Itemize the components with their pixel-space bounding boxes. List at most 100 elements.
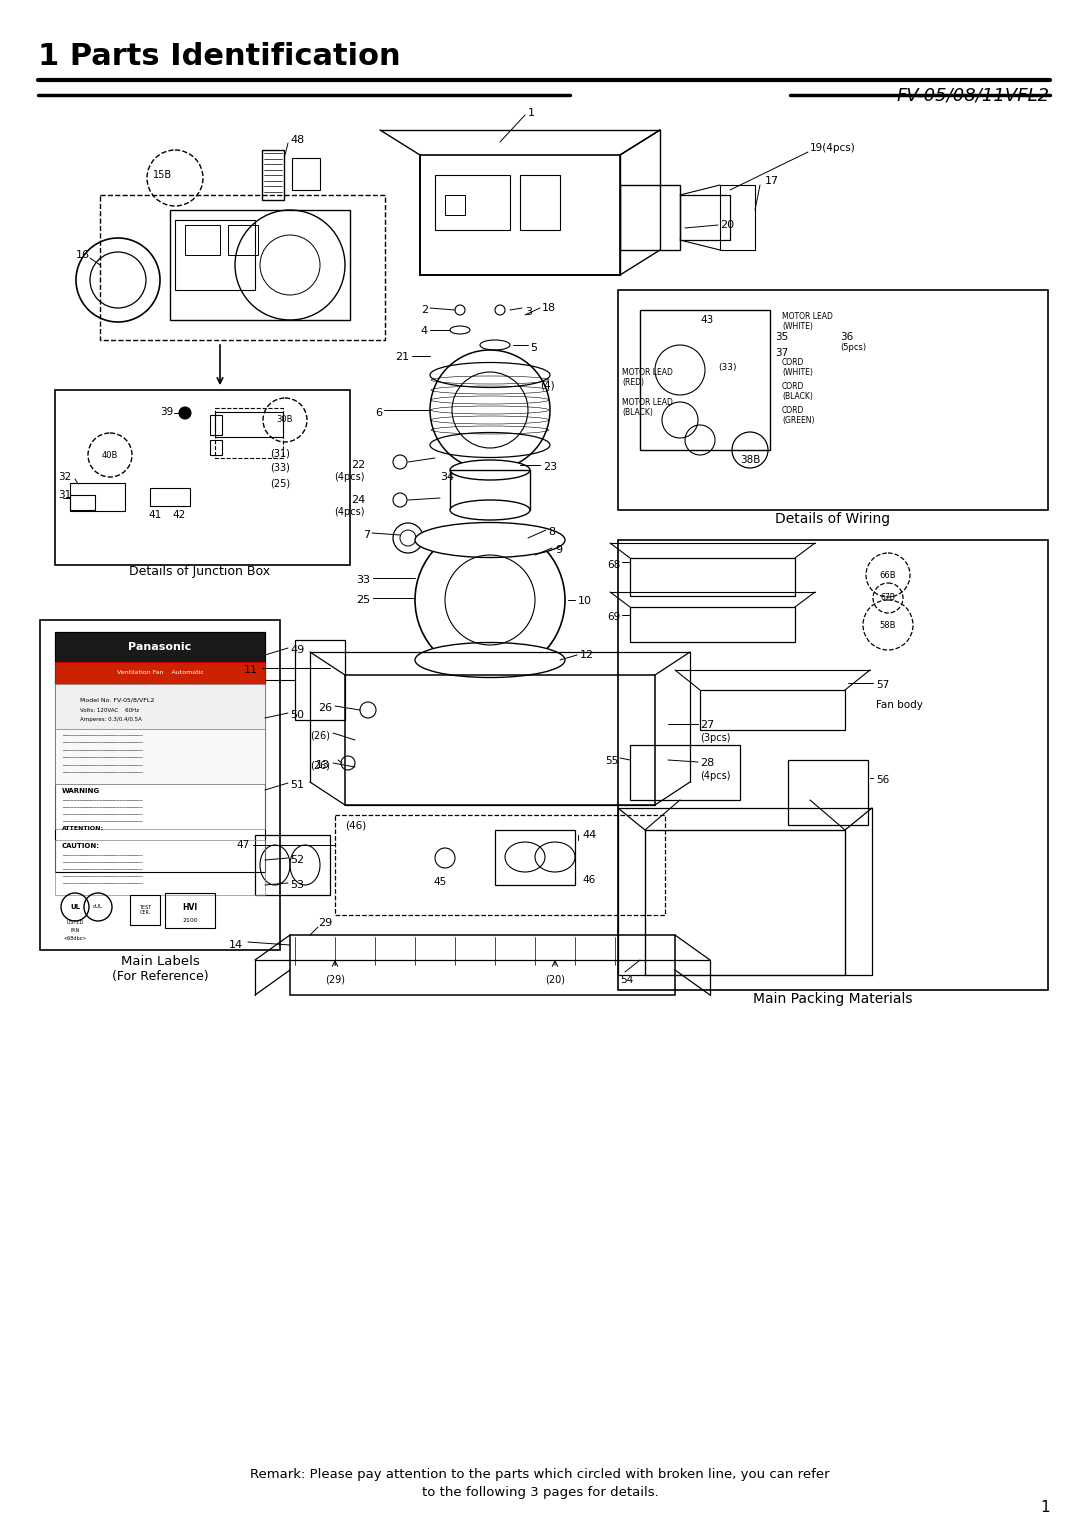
Text: 53: 53 [291,880,303,890]
Text: Remark: Please pay attention to the parts which circled with broken line, you ca: Remark: Please pay attention to the part… [251,1467,829,1481]
Bar [292,157,320,189]
Text: CORD: CORD [782,357,805,366]
Text: 10: 10 [578,596,592,606]
Bar [720,185,755,250]
Text: (46): (46) [345,820,366,831]
Bar [291,935,675,996]
Text: Ventilation Fan    Automatic: Ventilation Fan Automatic [117,670,203,675]
Bar [55,389,350,565]
Bar [210,415,222,435]
Bar [645,831,845,976]
Text: 29: 29 [318,918,333,928]
Bar [295,640,345,721]
Text: (RED): (RED) [622,379,644,386]
Bar [420,156,620,275]
Text: CORD: CORD [782,382,805,391]
Text: 4: 4 [421,325,428,336]
Text: Details of Junction Box: Details of Junction Box [130,565,271,579]
Bar [445,195,465,215]
Text: ────────────────────────────: ──────────────────────────── [62,811,143,815]
Text: 47: 47 [237,840,249,851]
Bar [450,470,530,510]
Bar [55,663,265,684]
Text: 19(4pcs): 19(4pcs) [810,144,855,153]
Text: 17: 17 [765,176,779,186]
Text: (4pcs): (4pcs) [700,771,730,780]
Text: FV-05/08/11VFL2: FV-05/08/11VFL2 [896,87,1050,105]
Text: 16: 16 [76,250,90,260]
Bar [345,675,654,805]
Ellipse shape [450,499,530,521]
Ellipse shape [415,522,565,557]
Circle shape [179,408,191,418]
Text: 1 Parts Identification: 1 Parts Identification [38,43,401,70]
Bar [165,893,215,928]
Text: 39: 39 [160,408,173,417]
Bar [185,224,220,255]
Bar [100,195,384,341]
Text: 9: 9 [555,545,562,554]
Bar [262,150,284,200]
Text: ATTENTION:: ATTENTION: [62,826,104,831]
Text: 26: 26 [318,702,332,713]
Text: Main Packing Materials: Main Packing Materials [753,993,913,1006]
Text: 24: 24 [351,495,365,505]
Bar [130,895,160,925]
Bar [55,684,265,728]
Bar [255,835,330,895]
Text: LISTED: LISTED [66,919,83,925]
Text: (5pcs): (5pcs) [840,344,866,353]
Text: 2100: 2100 [183,918,198,922]
Text: Model No. FV-05/8/VFL2: Model No. FV-05/8/VFL2 [80,698,154,702]
Text: 46: 46 [582,875,595,886]
Bar [630,745,740,800]
Text: 3: 3 [525,307,532,318]
Text: 8: 8 [548,527,555,538]
Text: (WHITE): (WHITE) [782,322,813,331]
Text: MOTOR LEAD: MOTOR LEAD [622,368,673,377]
Bar [215,412,283,437]
Bar [680,195,730,240]
Text: to the following 3 pages for details.: to the following 3 pages for details. [421,1486,659,1500]
Text: 52: 52 [291,855,305,864]
Ellipse shape [450,460,530,479]
Text: 5: 5 [530,344,537,353]
Text: 50: 50 [291,710,303,721]
Bar [70,483,125,512]
Text: 1: 1 [1040,1500,1050,1515]
Text: 44: 44 [582,831,596,840]
Bar [175,220,255,290]
Text: 38B: 38B [740,455,760,466]
Bar [228,224,258,255]
Bar [215,408,283,458]
Text: (GREEN): (GREEN) [782,415,814,425]
Text: 2: 2 [421,305,428,315]
Text: 6: 6 [375,408,382,418]
Text: 30B: 30B [276,415,294,425]
Text: 40B: 40B [102,450,118,460]
Text: 45: 45 [433,876,447,887]
Text: 33: 33 [356,576,370,585]
Text: 18: 18 [542,302,556,313]
Bar [40,620,280,950]
Text: (BLACK): (BLACK) [622,408,653,417]
Text: 37: 37 [775,348,788,357]
Text: ────────────────────────────: ──────────────────────────── [62,731,143,738]
Bar [700,690,845,730]
Text: 27: 27 [700,721,714,730]
Text: (25): (25) [270,478,291,489]
Text: (3pcs): (3pcs) [700,733,730,744]
Bar [55,632,265,872]
Bar [55,632,265,663]
Text: ────────────────────────────: ──────────────────────────── [62,805,143,809]
Text: ────────────────────────────: ──────────────────────────── [62,770,143,774]
Bar [630,608,795,641]
Text: ────────────────────────────: ──────────────────────────── [62,880,143,886]
Text: (4): (4) [540,380,555,389]
Text: UL: UL [70,904,80,910]
Text: Amperes: 0.3/0.4/0.5A: Amperes: 0.3/0.4/0.5A [80,718,141,722]
Text: 14: 14 [229,941,243,950]
Text: ────────────────────────────: ──────────────────────────── [62,873,143,878]
Bar [640,310,770,450]
Text: ────────────────────────────: ──────────────────────────── [62,797,143,802]
